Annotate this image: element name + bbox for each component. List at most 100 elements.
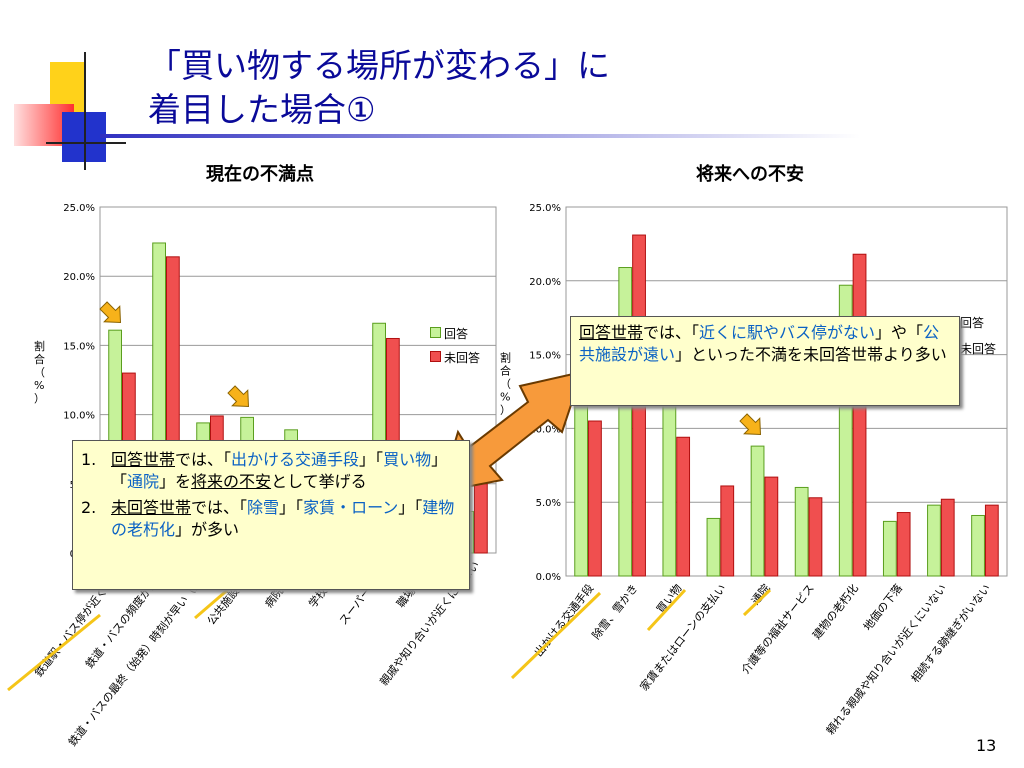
t1h: 」を (159, 472, 192, 491)
legend-swatch-answered (430, 327, 441, 338)
left-legend-unanswered-label: 未回答 (444, 351, 481, 365)
t2g: 建物の老朽化 (111, 498, 455, 539)
bar-answered (574, 391, 589, 577)
x-category-label: 買い物 (653, 581, 684, 616)
t1i: 将来の不安 (191, 472, 272, 491)
t2h: 」が多い (175, 520, 240, 539)
bar-unanswered (808, 497, 823, 577)
callout-right-text-b: では、「 (643, 323, 700, 342)
bar-answered (618, 267, 633, 577)
bar-unanswered (896, 512, 911, 577)
bar-answered (971, 514, 985, 577)
deco-title-underline (100, 134, 860, 138)
bar-answered (794, 486, 809, 577)
y-axis-label-char: % (500, 391, 510, 404)
callout-right-answered-households: 回答世帯 (579, 323, 644, 342)
left-legend: 回答 未回答 (430, 322, 480, 370)
y-axis-label-char: （ (34, 366, 45, 379)
callout-left-item-1-text: 回答世帯では、「出かける交通手段」「買い物」「通院」を将来の不安として挙げる (111, 449, 461, 493)
page-number: 13 (976, 736, 997, 755)
pointer-arrow-shape (227, 385, 250, 408)
highlight-underline (742, 588, 772, 617)
x-category-label: 建物の老朽化 (809, 581, 861, 642)
unanswered-households: 未回答世帯 (111, 498, 192, 517)
callout-right-text-c: 近くに駅やバス停がない (699, 323, 876, 342)
bar-answered (927, 504, 941, 577)
y-axis-label-char: 合 (34, 352, 45, 366)
y-tick-label: 20.0% (63, 272, 95, 283)
callout-left-item-1: 1. 回答世帯では、「出かける交通手段」「買い物」「通院」を将来の不安として挙げ… (81, 449, 461, 493)
callout-left-item-2: 2. 未回答世帯では、「除雪」「家賃・ローン」「建物の老朽化」が多い (81, 497, 461, 541)
bar-answered (662, 383, 677, 577)
callout-right: 回答世帯では、「近くに駅やバス停がない」や「公共施設が遠い」といった不満を未回答… (570, 316, 960, 406)
highlight-underline (510, 591, 602, 680)
t2f: 」「 (398, 498, 423, 517)
pointer-arrow-shape (739, 413, 762, 436)
callout-left: 1. 回答世帯では、「出かける交通手段」「買い物」「通院」を将来の不安として挙げ… (72, 440, 470, 590)
highlight-underline (7, 613, 101, 692)
y-tick-label: 15.0% (63, 341, 95, 352)
t1f: 」「 (111, 450, 448, 491)
y-tick-label: 5.0% (536, 498, 561, 509)
x-category-label: 家賃またはローンの支払い (637, 581, 729, 693)
t1b: では、「 (175, 450, 232, 469)
bar-answered (706, 517, 721, 577)
callout-left-item-1-number: 1. (81, 450, 97, 469)
callout-right-text-e: 公共施設が遠い (579, 323, 940, 364)
callout-left-item-2-text: 未回答世帯では、「除雪」「家賃・ローン」「建物の老朽化」が多い (111, 497, 461, 541)
bar-unanswered (764, 476, 779, 577)
y-tick-label: 15.0% (529, 351, 561, 362)
left-legend-unanswered: 未回答 (430, 346, 480, 370)
callout-right-text-d: 」や「 (875, 323, 924, 342)
page-title: 「買い物する場所が変わる」に 着目した場合① (148, 44, 610, 132)
t1g: 通院 (127, 472, 160, 491)
answered-households: 回答世帯 (111, 450, 176, 469)
t2c: 除雪 (247, 498, 280, 517)
left-legend-answered: 回答 (430, 322, 480, 346)
callout-left-item-2-number: 2. (81, 498, 97, 517)
x-category-label: 相続する跡継ぎがいない (908, 581, 994, 685)
bar-unanswered (852, 253, 867, 577)
page-title-line-2: 着目した場合① (148, 90, 376, 129)
y-axis-label: 割合（%） (500, 351, 511, 417)
bar-unanswered (720, 485, 735, 577)
t1e: 買い物 (383, 450, 432, 469)
t2e: 家賃・ローン (303, 498, 399, 517)
t2b: では、「 (191, 498, 248, 517)
bar-unanswered (984, 504, 999, 577)
pointer-arrow-icon (739, 413, 762, 436)
x-category-label: 除雪、雪かき (589, 581, 641, 642)
pointer-arrow-shape (99, 301, 122, 324)
y-axis-label: 割合（%） (34, 339, 45, 405)
t2d: 」「 (279, 498, 304, 517)
t1c: 出かける交通手段 (231, 450, 360, 469)
legend-swatch-unanswered (430, 351, 441, 362)
left-legend-answered-label: 回答 (444, 327, 469, 341)
deco-vertical-line (84, 52, 86, 170)
t1j: として挙げる (271, 472, 367, 491)
y-tick-label: 25.0% (529, 203, 561, 214)
y-axis-label-char: 割 (500, 351, 511, 365)
x-category-label: 地価の下落 (861, 582, 905, 633)
right-legend-answered-label: 回答 (960, 316, 985, 330)
highlight-underline (646, 588, 687, 632)
x-category-label: 通院 (748, 581, 773, 607)
y-tick-label: 25.0% (63, 203, 95, 214)
t1d: 」「 (359, 450, 384, 469)
bar-unanswered (474, 483, 488, 554)
y-axis-label-char: （ (500, 378, 511, 391)
y-axis-label-char: ） (34, 392, 45, 405)
callout-right-text-f: 」といった不満を未回答世帯より多い (675, 345, 947, 364)
right-legend-unanswered-label: 未回答 (960, 342, 997, 356)
x-category-label: 介護等の福祉サービス (738, 581, 817, 676)
y-axis-label-char: ） (500, 404, 511, 417)
page-title-line-1: 「買い物する場所が変わる」に (148, 46, 610, 85)
pointer-arrow-icon (99, 301, 122, 324)
pointer-arrow-icon (227, 385, 250, 408)
y-tick-label: 20.0% (529, 277, 561, 288)
y-tick-label: 10.0% (63, 411, 95, 422)
y-tick-label: 10.0% (529, 424, 561, 435)
bar-unanswered (588, 420, 602, 577)
deco-horizontal-line (46, 142, 126, 144)
y-axis-label-char: % (34, 379, 44, 392)
